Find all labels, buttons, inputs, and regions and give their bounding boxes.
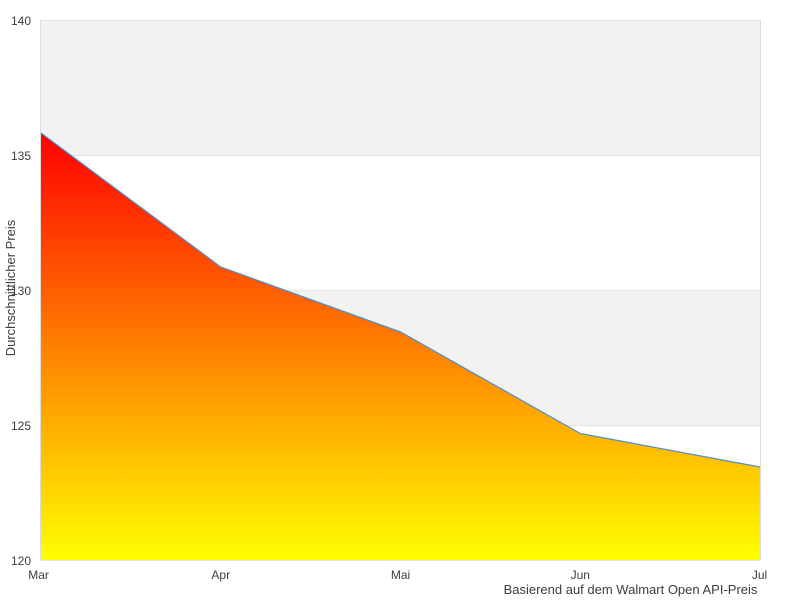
svg-text:Apr: Apr (211, 568, 230, 582)
svg-text:Jul: Jul (752, 568, 767, 582)
svg-text:Mar: Mar (28, 568, 49, 582)
svg-text:130: 130 (11, 284, 31, 298)
svg-text:125: 125 (11, 419, 31, 433)
svg-text:Basierend auf dem Walmart Open: Basierend auf dem Walmart Open API-Preis (504, 582, 758, 597)
svg-text:Durchschnittlicher Preis: Durchschnittlicher Preis (3, 219, 18, 356)
svg-text:135: 135 (11, 149, 31, 163)
svg-text:120: 120 (11, 554, 31, 568)
svg-text:Mai: Mai (391, 568, 410, 582)
svg-text:140: 140 (11, 14, 31, 28)
svg-text:Jun: Jun (571, 568, 590, 582)
